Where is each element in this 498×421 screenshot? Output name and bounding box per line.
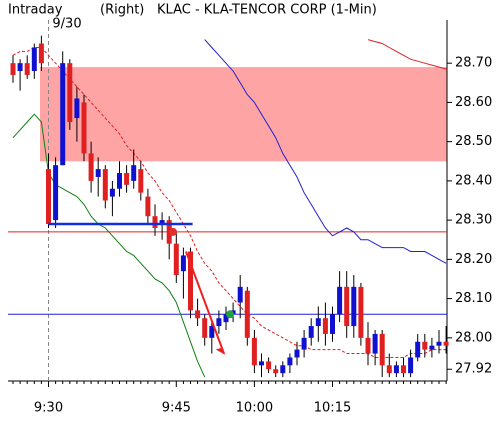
candle-body [330, 314, 335, 334]
indicator-line [204, 39, 447, 264]
y-tick-label: 28.70 [455, 56, 492, 71]
date-label: 9/30 [52, 17, 81, 32]
candle-body [188, 251, 193, 311]
candle-body [152, 216, 158, 228]
candle-body [287, 357, 293, 366]
candle-body [124, 173, 130, 185]
candle-body [322, 318, 328, 334]
candle-body [259, 361, 264, 366]
candle-body [88, 153, 94, 181]
zone-band [40, 67, 447, 162]
candle-body [386, 365, 392, 374]
candle-body [17, 63, 23, 72]
candle-body [301, 337, 307, 350]
x-tick-label: 9:30 [34, 401, 63, 416]
candle-body [131, 165, 137, 181]
candle-body [436, 341, 442, 346]
candle-body [53, 165, 59, 221]
candle-body [31, 47, 37, 72]
candle-body [102, 169, 108, 201]
candle-body [273, 369, 279, 374]
axis-side: (Right) [100, 3, 144, 18]
candle-body [266, 361, 272, 370]
arrow-head [215, 347, 226, 355]
candle-body [393, 365, 399, 374]
y-tick-label: 28.50 [455, 134, 492, 149]
candle-body [145, 196, 151, 217]
candle-body [294, 349, 300, 358]
y-tick-label: 28.00 [455, 330, 492, 345]
candle-body [244, 290, 250, 338]
candle-body [173, 243, 179, 276]
candle-body [180, 255, 186, 272]
y-tick-label: 28.20 [455, 252, 492, 267]
signal-marker [169, 227, 177, 236]
candle-body [365, 337, 371, 354]
y-tick-label: 28.10 [455, 291, 492, 306]
candle-body [10, 63, 16, 75]
candle-body [38, 43, 44, 64]
signal-marker [226, 310, 234, 319]
indicator-line [367, 39, 447, 70]
candle-body [251, 337, 257, 366]
candle-body [60, 63, 66, 166]
candle-body [216, 318, 222, 327]
candle-body [372, 333, 378, 354]
y-tick-label: 28.40 [455, 173, 492, 188]
y-tick-label: 27.92 [455, 362, 492, 377]
candle-body [308, 326, 314, 338]
indicator-line [12, 113, 206, 378]
candle-body [95, 169, 101, 177]
y-tick-label: 28.30 [455, 213, 492, 228]
candle-body [408, 357, 414, 374]
candle-body [358, 286, 364, 338]
candle-body [443, 341, 449, 346]
candle-body [379, 333, 385, 366]
y-tick-label: 28.60 [455, 95, 492, 110]
candle-body [315, 318, 321, 327]
candle-body [74, 98, 80, 119]
candle-body [429, 345, 435, 350]
candle-body [209, 326, 215, 338]
candle-body [280, 365, 286, 374]
candle-body [24, 63, 30, 75]
candle-body [202, 318, 208, 338]
candle-body [81, 102, 87, 154]
x-tick-label: 9:45 [162, 401, 191, 416]
candle-body [351, 286, 357, 327]
candle-body [237, 286, 243, 303]
candle-body [415, 341, 421, 358]
candle-body [195, 310, 201, 319]
trend-arrow [185, 251, 225, 354]
candle-body [344, 286, 350, 327]
candle-body [223, 314, 229, 323]
candle-body [401, 365, 406, 374]
candle-body [138, 169, 144, 193]
candle-body [109, 188, 115, 197]
candle-body [159, 220, 165, 225]
candle-body [422, 341, 428, 350]
indicator-line [12, 47, 447, 358]
x-tick-label: 10:00 [236, 401, 273, 416]
chart-title: KLAC - KLA-TENCOR CORP (1-Min) [157, 3, 377, 18]
candle-body [46, 169, 51, 225]
x-tick-label: 10:15 [314, 401, 351, 416]
candle-body [67, 63, 73, 123]
candle-body [117, 173, 122, 189]
mode-label: Intraday [8, 3, 63, 18]
candle-body [337, 286, 343, 315]
